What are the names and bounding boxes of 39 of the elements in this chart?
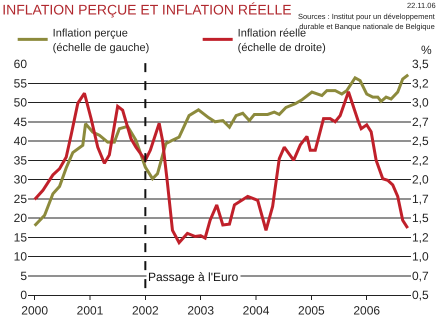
x-tick-label: 2004: [242, 303, 270, 317]
y2-tick-label: 1,2: [412, 230, 430, 244]
y-tick-label: 15: [14, 230, 28, 244]
y2-tick-label: 0,7: [412, 268, 430, 283]
y-tick-label: 25: [14, 192, 28, 206]
y2-tick-label: 1,5: [412, 211, 430, 226]
y-tick-label: 60: [14, 57, 28, 72]
y2-tick-label: 2,2: [412, 153, 430, 168]
ref-line-label: Passage à l'Euro: [148, 270, 239, 284]
y-tick-label: 40: [14, 134, 28, 148]
y-tick-label: 5: [20, 268, 28, 283]
x-tick-label: 2002: [132, 303, 160, 317]
y-tick-label: 0: [20, 288, 28, 302]
y-tick-label: 55: [14, 76, 28, 90]
y2-tick-label: 1,7: [412, 192, 430, 206]
y-tick-label: 10: [14, 250, 28, 264]
x-tick-label: 2000: [21, 303, 48, 317]
y-tick-label: 30: [14, 172, 28, 187]
y2-tick-label: 1,0: [412, 250, 430, 264]
x-tick-label: 2005: [298, 303, 326, 317]
y2-tick-label: 2,0: [412, 172, 430, 187]
y-tick-label: 45: [14, 114, 28, 129]
legend-label: Inflation perçue (échelle de gauche): [52, 27, 150, 54]
y2-tick-label: 2,5: [412, 134, 430, 148]
y2-tick-label: 3,0: [412, 96, 430, 110]
y2-axis-title: %: [421, 43, 432, 57]
x-tick-label: 2006: [353, 303, 380, 317]
y-tick-label: 20: [14, 211, 28, 226]
chart-title: INFLATION PERÇUE ET INFLATION RÉELLE: [2, 2, 292, 18]
x-tick-label: 2001: [76, 303, 104, 317]
x-tick-label: 2003: [187, 303, 214, 317]
y-tick-label: 50: [14, 96, 28, 110]
y2-tick-label: 3,2: [412, 76, 430, 90]
y2-tick-label: 0,5: [412, 288, 430, 302]
y2-tick-label: 2,7: [412, 114, 430, 129]
y-tick-label: 35: [14, 153, 28, 168]
y2-tick-label: 3,5: [412, 57, 430, 72]
line-series: [33, 73, 410, 228]
line-series: [33, 90, 410, 244]
